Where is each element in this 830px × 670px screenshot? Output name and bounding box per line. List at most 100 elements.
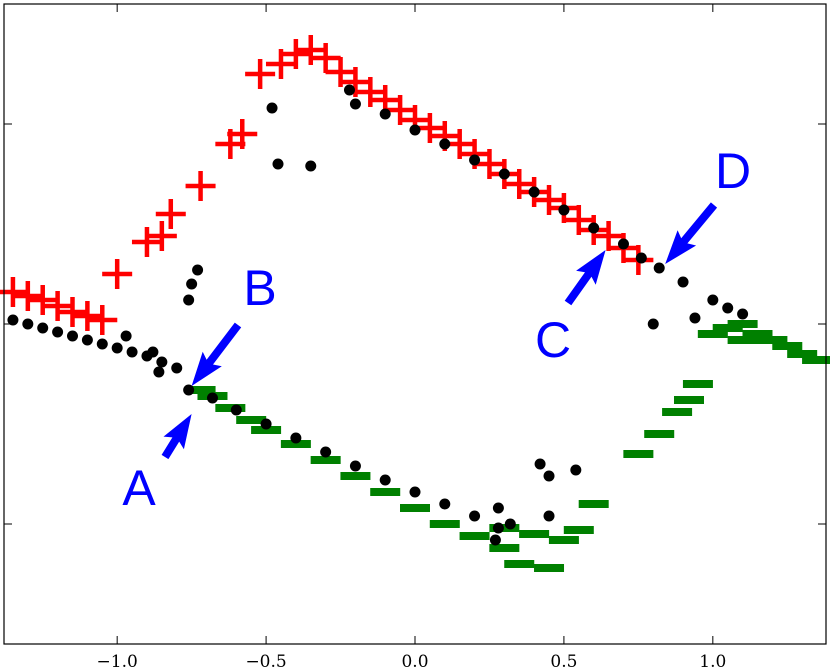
- series-0-point-45: [635, 252, 647, 264]
- series-2-point-4: [251, 426, 282, 434]
- plot-frame: [3, 3, 827, 645]
- series-2-point-9: [400, 504, 430, 512]
- series-2-point-18: [563, 526, 594, 534]
- series-0-point-33: [305, 160, 317, 172]
- series-1-point-4: [57, 297, 88, 327]
- series-2-point-3: [236, 416, 267, 424]
- series-0-point-46: [653, 262, 665, 274]
- series-0-point-11: [171, 362, 183, 374]
- series-0-point-7: [111, 342, 123, 354]
- series-2-point-29: [757, 336, 788, 344]
- series-0-point-17: [320, 446, 332, 458]
- series-0-point-50: [737, 308, 749, 320]
- series-1-point-7: [102, 259, 133, 289]
- series-2-point-31: [787, 350, 818, 358]
- series-1-point-2: [27, 285, 58, 315]
- series-0-point-2: [37, 322, 49, 334]
- series-0-point-41: [528, 186, 540, 198]
- series-1-point-10: [155, 199, 186, 229]
- series-0-point-39: [469, 154, 481, 166]
- series-0-point-22: [469, 510, 481, 522]
- series-0-point-12: [183, 384, 195, 396]
- annotations: A B C D: [122, 143, 751, 516]
- series-0-point-15: [260, 418, 272, 430]
- series-1-point-14: [245, 59, 276, 89]
- series-2-point-8: [370, 488, 401, 496]
- series-0-point-6: [96, 338, 108, 350]
- annotation-label-d: D: [715, 143, 751, 199]
- series-0-point-48: [707, 294, 719, 306]
- series-0-point-16: [290, 432, 302, 444]
- series-0-point-31: [266, 102, 278, 114]
- series-0-point-56: [543, 470, 555, 482]
- annotation-label-c: C: [535, 312, 571, 368]
- series-0-point-29: [186, 278, 198, 290]
- series-2-point-30: [772, 342, 803, 350]
- series-1-point-5: [72, 301, 103, 331]
- series-1-point-13: [227, 119, 258, 149]
- series-0-point-47: [677, 276, 689, 288]
- series-1-point-11: [185, 171, 216, 201]
- series-0-point-37: [409, 124, 421, 136]
- series-2-point-32: [802, 356, 830, 364]
- annotation-arrow-b: [191, 322, 242, 386]
- series-2-point-5: [280, 440, 311, 448]
- series-2-point-19: [578, 500, 609, 508]
- series-2-point-10: [429, 520, 460, 528]
- series-2-point-17: [548, 536, 579, 544]
- series-2-point-15: [489, 524, 520, 532]
- data-marks: [0, 35, 830, 572]
- series-0-point-30: [192, 264, 204, 276]
- series-0-point-18: [349, 460, 361, 472]
- series-0-point-13: [206, 392, 218, 404]
- axis-ticks: −1.0 −0.5 0.0 0.5 1.0: [4, 4, 826, 670]
- series-0-point-44: [617, 238, 629, 250]
- series-0-point-49: [722, 302, 734, 314]
- series-2-point-27: [727, 320, 758, 328]
- series-2-point-0: [185, 386, 216, 394]
- series-2-point-12: [489, 544, 520, 552]
- series-1-point-9: [146, 221, 177, 251]
- series-2-point-7: [340, 472, 371, 480]
- annotation-label-a: A: [122, 460, 156, 516]
- series-1-point-18: [310, 43, 341, 73]
- series-0-point-34: [343, 84, 355, 96]
- series-0-point-28: [183, 294, 195, 306]
- series-2-point-16: [519, 530, 550, 538]
- series-0-point-21: [439, 498, 451, 510]
- series-0-point-10: [156, 356, 168, 368]
- series-2-point-14: [534, 564, 565, 572]
- series-1-point-0: [0, 277, 28, 307]
- series-0-point-26: [147, 346, 159, 358]
- series-2-point-6: [310, 456, 341, 464]
- annotation-arrow-d: [665, 202, 718, 264]
- series-0-point-32: [272, 158, 284, 170]
- series-0-point-53: [492, 502, 504, 514]
- series-0-point-14: [230, 404, 242, 416]
- series-0-point-57: [570, 464, 582, 476]
- series-1-point-17: [295, 35, 326, 65]
- series-0-point-55: [534, 458, 546, 470]
- series-0-point-20: [409, 486, 421, 498]
- series-2-point-28: [742, 330, 773, 338]
- series-0-point-51: [689, 312, 701, 324]
- annotation-arrow-a: [161, 414, 192, 460]
- series-0-point-24: [504, 518, 516, 530]
- series-2-point-33: [727, 336, 758, 344]
- series-2-point-21: [644, 430, 675, 438]
- x-tick-label-2: 0.0: [401, 652, 428, 670]
- annotation-label-b: B: [243, 260, 276, 316]
- series-0-point-5: [81, 334, 93, 346]
- annotation-arrow-c: [564, 250, 606, 306]
- series-2-point-11: [459, 532, 490, 540]
- series-2-point-23: [674, 396, 704, 404]
- series-0-point-27: [153, 366, 165, 378]
- series-0-point-58: [543, 510, 555, 522]
- series-2-point-13: [504, 560, 535, 568]
- series-0-point-0: [7, 314, 19, 326]
- series-0-point-4: [67, 330, 78, 342]
- x-tick-label-3: 0.5: [550, 652, 577, 670]
- series-0-point-23: [492, 522, 504, 534]
- x-tick-label-4: 1.0: [699, 652, 726, 670]
